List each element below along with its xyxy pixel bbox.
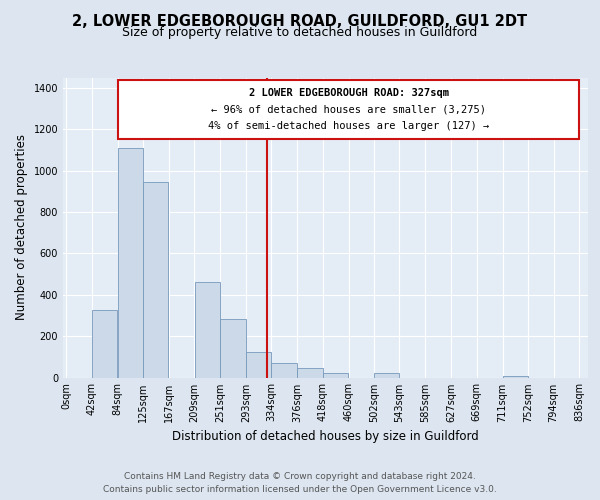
Bar [118,148,143,378]
Bar [374,374,400,378]
Text: 2, LOWER EDGEBOROUGH ROAD, GUILDFORD, GU1 2DT: 2, LOWER EDGEBOROUGH ROAD, GUILDFORD, GU… [73,14,527,29]
Text: Contains public sector information licensed under the Open Government Licence v3: Contains public sector information licen… [103,485,497,494]
X-axis label: Distribution of detached houses by size in Guildford: Distribution of detached houses by size … [172,430,479,443]
Text: 2 LOWER EDGEBOROUGH ROAD: 327sqm: 2 LOWER EDGEBOROUGH ROAD: 327sqm [248,88,449,98]
Bar [118,80,580,138]
Bar [92,310,118,378]
Bar [220,318,246,378]
Bar [271,363,297,378]
Bar [194,282,220,378]
Text: 4% of semi-detached houses are larger (127) →: 4% of semi-detached houses are larger (1… [208,120,489,130]
Bar [297,368,323,378]
Text: Size of property relative to detached houses in Guildford: Size of property relative to detached ho… [122,26,478,39]
Bar [503,376,527,378]
Y-axis label: Number of detached properties: Number of detached properties [15,134,28,320]
Text: Contains HM Land Registry data © Crown copyright and database right 2024.: Contains HM Land Registry data © Crown c… [124,472,476,481]
Bar [143,182,169,378]
Text: ← 96% of detached houses are smaller (3,275): ← 96% of detached houses are smaller (3,… [211,104,486,114]
Bar [323,374,349,378]
Bar [246,352,271,378]
